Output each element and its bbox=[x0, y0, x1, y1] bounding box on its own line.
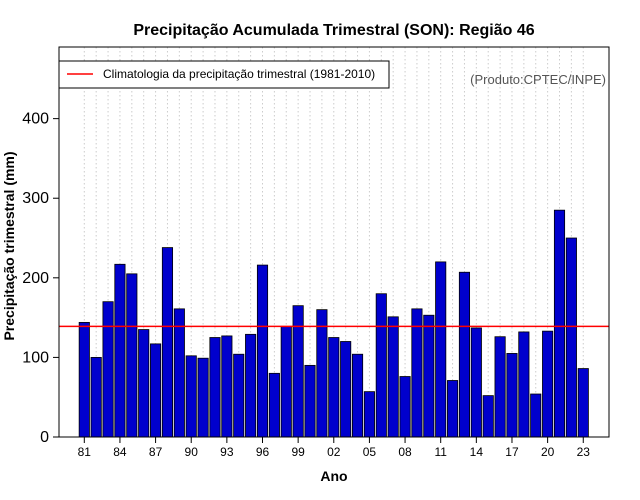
credit-text: (Produto:CPTEC/INPE) bbox=[470, 72, 606, 87]
x-tick-label: 20 bbox=[541, 445, 555, 459]
bar-84 bbox=[114, 263, 126, 438]
bar-81 bbox=[78, 321, 90, 438]
bar-22 bbox=[565, 237, 577, 438]
bar-86 bbox=[138, 329, 150, 438]
bar-89 bbox=[173, 308, 185, 438]
bar-13 bbox=[458, 271, 471, 438]
bar-12 bbox=[447, 380, 459, 438]
x-tick-label: 05 bbox=[363, 445, 377, 459]
bar-83 bbox=[102, 301, 114, 438]
x-tick-label: 81 bbox=[78, 445, 92, 459]
y-tick-label: 300 bbox=[22, 190, 49, 207]
bar-02 bbox=[328, 337, 340, 438]
bar-91 bbox=[197, 357, 209, 438]
bar-09 bbox=[411, 308, 423, 438]
y-tick-label: 100 bbox=[22, 349, 49, 366]
y-tick-label: 0 bbox=[40, 429, 49, 446]
bar-01 bbox=[316, 309, 328, 438]
y-tick-label: 400 bbox=[22, 111, 49, 128]
bar-98 bbox=[280, 325, 292, 438]
bar-21 bbox=[553, 209, 566, 438]
bar-05 bbox=[363, 391, 375, 438]
legend: Climatologia da precipitação trimestral … bbox=[58, 60, 390, 89]
bar-93 bbox=[221, 335, 233, 438]
bar-82 bbox=[90, 357, 102, 438]
y-tick-label: 200 bbox=[22, 270, 49, 287]
x-tick-label: 11 bbox=[434, 445, 447, 459]
x-tick-label: 02 bbox=[327, 445, 341, 459]
bar-94 bbox=[233, 353, 245, 438]
x-axis: 81 84 87 90 93 96 99 02 05 08 11 14 17 20 23 bbox=[78, 437, 591, 459]
bars bbox=[78, 209, 589, 438]
legend-box bbox=[58, 60, 390, 89]
bar-88 bbox=[161, 247, 174, 438]
bar-95 bbox=[245, 333, 257, 438]
bar-87 bbox=[150, 343, 162, 438]
bar-23 bbox=[577, 368, 589, 438]
bar-03 bbox=[340, 341, 352, 438]
x-tick-label: 23 bbox=[577, 445, 591, 459]
bar-15 bbox=[482, 395, 494, 438]
bar-90 bbox=[185, 355, 197, 438]
y-axis-title: Precipitação trimestral (mm) bbox=[1, 151, 17, 340]
bar-04 bbox=[351, 353, 364, 438]
bar-99 bbox=[292, 305, 304, 438]
bar-17 bbox=[506, 353, 518, 438]
bar-19 bbox=[530, 393, 542, 438]
x-tick-label: 17 bbox=[505, 445, 519, 459]
x-tick-label: 96 bbox=[256, 445, 270, 459]
x-tick-label: 14 bbox=[470, 445, 484, 459]
x-axis-title: Ano bbox=[320, 468, 347, 484]
y-axis: 0 100 200 300 400 bbox=[22, 111, 59, 446]
bar-96 bbox=[256, 264, 269, 438]
bar-11 bbox=[435, 261, 447, 438]
x-tick-label: 90 bbox=[185, 445, 199, 459]
bar-07 bbox=[387, 316, 399, 438]
x-tick-label: 93 bbox=[220, 445, 234, 459]
bar-92 bbox=[209, 337, 221, 438]
bar-06 bbox=[375, 293, 387, 438]
bar-18 bbox=[518, 331, 530, 438]
x-tick-label: 84 bbox=[113, 445, 127, 459]
x-tick-label: 08 bbox=[398, 445, 412, 459]
bar-20 bbox=[542, 330, 554, 438]
bar-16 bbox=[494, 336, 506, 438]
bar-14 bbox=[470, 327, 482, 438]
x-tick-label: 99 bbox=[291, 445, 305, 459]
bar-85 bbox=[126, 273, 138, 438]
chart-title: Precipitação Acumulada Trimestral (SON):… bbox=[133, 22, 534, 39]
bar-10 bbox=[423, 314, 435, 438]
x-tick-label: 87 bbox=[149, 445, 163, 459]
bar-00 bbox=[304, 364, 316, 438]
bar-08 bbox=[399, 376, 411, 438]
legend-label: Climatologia da precipitação trimestral … bbox=[103, 67, 375, 81]
bar-97 bbox=[268, 372, 280, 438]
